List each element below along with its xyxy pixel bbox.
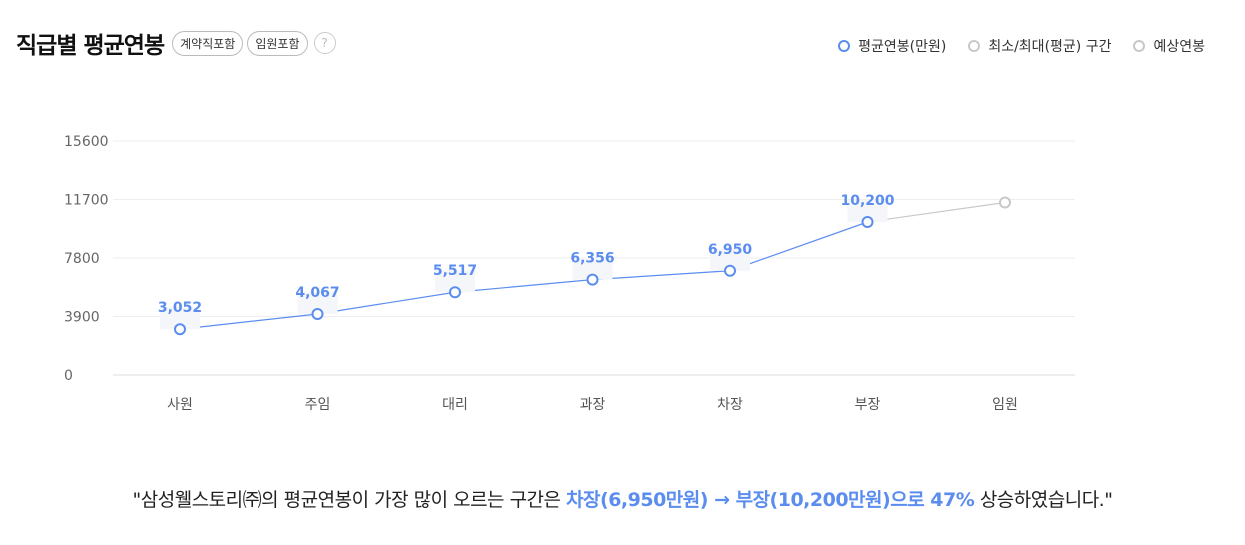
data-point bbox=[311, 307, 324, 320]
x-tick-label: 차장 bbox=[717, 397, 743, 413]
x-tick-label: 부장 bbox=[855, 397, 881, 413]
legend-expected-salary[interactable]: 예상연봉 bbox=[1133, 36, 1205, 56]
data-point bbox=[174, 323, 186, 336]
summary-prefix: "삼성웰스토리㈜의 평균연봉이 가장 많이 오르는 구간은 bbox=[132, 489, 567, 511]
data-label: 3,052 bbox=[158, 300, 202, 316]
data-point bbox=[586, 273, 599, 286]
executive-include-tag[interactable]: 임원포함 bbox=[247, 30, 308, 56]
legend-label: 최소/최대(평균) 구간 bbox=[988, 39, 1112, 55]
data-point bbox=[724, 264, 736, 277]
circle-icon bbox=[838, 40, 851, 52]
expected-salary-point bbox=[999, 196, 1011, 209]
summary-sentence: "삼성웰스토리㈜의 평균연봉이 가장 많이 오르는 구간은 차장(6,950만원… bbox=[0, 485, 1245, 512]
chart-header: 직급별 평균연봉 계약직포함 임원포함 ? bbox=[16, 26, 336, 60]
data-label: 6,950 bbox=[708, 242, 753, 258]
x-tick-label: 사원 bbox=[167, 397, 193, 413]
circle-icon bbox=[968, 40, 981, 52]
data-label-backdrop bbox=[710, 248, 750, 271]
data-label-backdrop bbox=[160, 307, 200, 330]
data-label: 10,200 bbox=[840, 193, 894, 209]
legend-average-salary[interactable]: 평균연봉(만원) bbox=[838, 36, 946, 56]
page-title: 직급별 평균연봉 bbox=[16, 33, 165, 59]
data-label-backdrop bbox=[572, 257, 613, 280]
x-tick-label: 과장 bbox=[580, 397, 606, 413]
data-label: 5,517 bbox=[433, 263, 477, 279]
help-icon[interactable]: ? bbox=[313, 32, 336, 54]
x-tick-label: 임원 bbox=[992, 397, 1018, 413]
data-label-backdrop bbox=[847, 200, 888, 222]
contract-include-tag[interactable]: 계약직포함 bbox=[172, 30, 244, 56]
expected-salary-line bbox=[867, 201, 1006, 223]
y-tick-label: 7800 bbox=[64, 251, 100, 267]
x-tick-label: 대리 bbox=[442, 397, 468, 413]
data-label-backdrop bbox=[297, 291, 338, 314]
summary-highlight-connector: 으로 bbox=[890, 489, 931, 511]
y-tick-label: 15600 bbox=[64, 134, 109, 150]
y-tick-label: 0 bbox=[64, 368, 73, 384]
legend-min-max-range[interactable]: 최소/최대(평균) 구간 bbox=[968, 36, 1111, 56]
data-label: 6,356 bbox=[570, 251, 614, 267]
y-tick-label: 11700 bbox=[64, 193, 109, 209]
legend-label: 예상연봉 bbox=[1153, 39, 1205, 55]
data-point bbox=[449, 286, 461, 299]
chart-legend: 평균연봉(만원) 최소/최대(평균) 구간 예상연봉 bbox=[816, 36, 1205, 56]
x-tick-label: 주임 bbox=[305, 397, 331, 413]
data-point bbox=[861, 216, 874, 228]
summary-highlight-range: 차장(6,950만원) → 부장(10,200만원) bbox=[566, 489, 891, 511]
summary-highlight-percent: 47% bbox=[930, 489, 975, 511]
summary-suffix: 상승하였습니다." bbox=[974, 489, 1113, 511]
average-salary-line bbox=[179, 221, 868, 330]
data-label: 4,067 bbox=[295, 285, 339, 301]
legend-label: 평균연봉(만원) bbox=[858, 39, 947, 55]
circle-icon bbox=[1133, 40, 1146, 52]
data-label-backdrop bbox=[435, 270, 475, 293]
y-tick-label: 3900 bbox=[64, 310, 100, 326]
